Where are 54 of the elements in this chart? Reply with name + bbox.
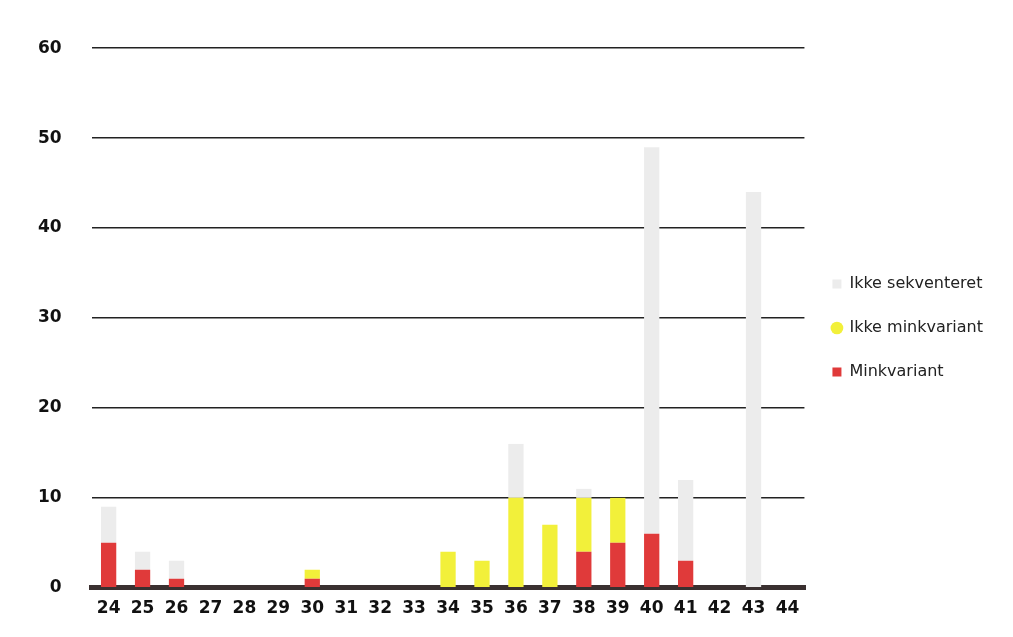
x-tick-label: 27 (198, 597, 223, 618)
y-tick-label: 30 (37, 306, 62, 327)
x-tick-label: 33 (402, 597, 426, 618)
y-tick-label: 0 (49, 576, 62, 597)
legend-label: Minkvariant (849, 361, 944, 381)
bar (304, 578, 320, 588)
bar (134, 551, 151, 570)
bar (134, 569, 151, 588)
x-tick-label: 38 (571, 597, 596, 618)
x-tick-label: 26 (164, 597, 189, 618)
bar (304, 569, 320, 579)
bar (576, 488, 592, 498)
legend-label: Ikke sekventeret (849, 273, 983, 293)
bar (678, 479, 694, 561)
bar (100, 542, 117, 588)
x-tick-label: 31 (334, 597, 359, 618)
x-tick-label: 30 (300, 597, 325, 618)
x-tick-label: 24 (96, 597, 121, 618)
bar (576, 551, 592, 588)
bar (168, 578, 185, 588)
y-tick-label: 50 (37, 126, 62, 147)
x-tick-label: 40 (639, 597, 664, 618)
x-tick-label: 42 (707, 597, 732, 618)
bar (508, 497, 524, 588)
bar (610, 497, 626, 543)
y-tick-label: 60 (37, 36, 62, 57)
legend-label: Ikke minkvariant (849, 317, 983, 337)
x-tick-label: 29 (266, 597, 291, 618)
bar (610, 542, 626, 588)
y-tick-label: 20 (37, 396, 62, 417)
x-tick-label: 36 (504, 597, 528, 618)
bar (576, 497, 592, 552)
bar (474, 560, 490, 588)
bar (168, 560, 185, 579)
bar (508, 443, 524, 498)
x-tick-label: 44 (775, 597, 800, 618)
bar (678, 560, 694, 588)
x-tick-label: 34 (436, 597, 461, 618)
x-tick-label: 28 (232, 597, 257, 618)
bar (440, 551, 456, 588)
x-tick-label: 35 (470, 597, 494, 618)
bar (644, 147, 660, 534)
x-tick-label: 25 (130, 597, 155, 618)
y-tick-label: 40 (37, 216, 62, 237)
bar (542, 524, 558, 588)
x-tick-label: 43 (741, 597, 766, 618)
y-tick-label: 10 (37, 486, 62, 507)
x-tick-label: 39 (605, 597, 630, 618)
x-tick-label: 32 (368, 597, 392, 618)
x-tick-label: 37 (538, 597, 562, 618)
x-tick-label: 41 (673, 597, 698, 618)
bar (100, 506, 117, 543)
bar (745, 192, 762, 588)
bar (644, 533, 660, 588)
